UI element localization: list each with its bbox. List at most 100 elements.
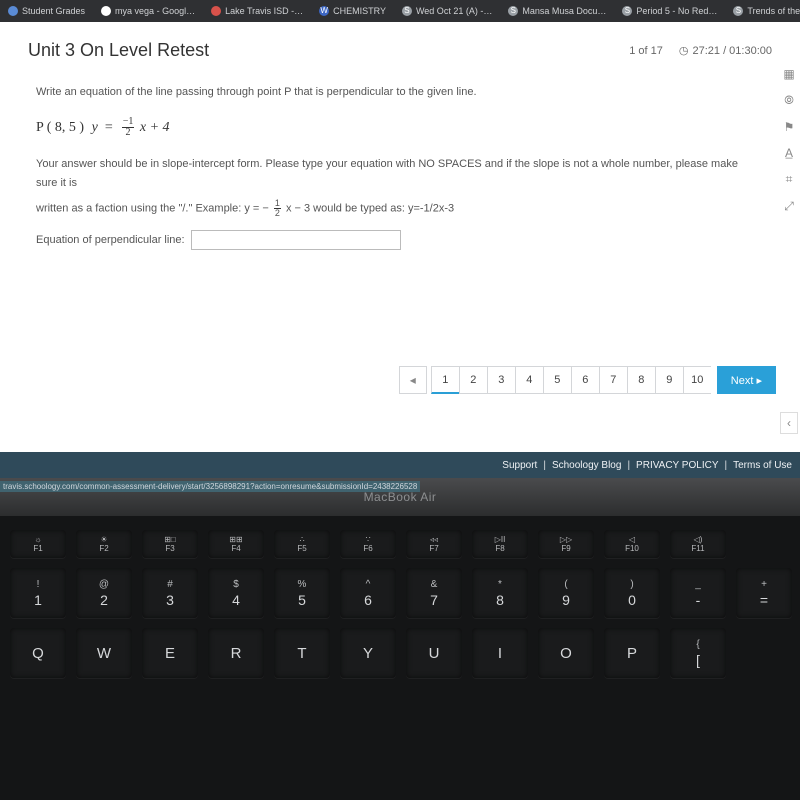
key-letter: U: [406, 628, 462, 678]
key-letter: R: [208, 628, 264, 678]
footer-link[interactable]: PRIVACY POLICY: [636, 460, 718, 471]
keyboard-fn-row: ☼F1☀F2⊞□F3⊞⊞F4∴F5∵F6◃◃F7▷IIF8▷▷F9◁F10◁)F…: [10, 530, 790, 558]
key-fn: ◁F10: [604, 530, 660, 558]
assessment-page: Unit 3 On Level Retest 1 of 17 ◷ 27:21 /…: [0, 22, 800, 452]
favicon-icon: S: [733, 6, 743, 16]
pager-page-button[interactable]: 5: [543, 366, 571, 394]
key-letter: T: [274, 628, 330, 678]
example-fraction: 1 2: [274, 199, 281, 218]
page-footer: travis.schoology.com/common-assessment-d…: [0, 452, 800, 478]
key-number: %5: [274, 568, 330, 618]
pager-page-button[interactable]: 9: [655, 366, 683, 394]
pager: ◂12345678910Next ▸: [399, 366, 776, 394]
tool-icon[interactable]: ▦: [783, 67, 794, 81]
key-number: )0: [604, 568, 660, 618]
instruction-line-2: written as a faction using the "/." Exam…: [36, 199, 752, 218]
key-fn: ▷▷F9: [538, 530, 594, 558]
key-fn: ⊞□F3: [142, 530, 198, 558]
footer-link[interactable]: Support: [502, 460, 537, 471]
answer-row: Equation of perpendicular line:: [36, 230, 752, 250]
key-number: &7: [406, 568, 462, 618]
pager-page-button[interactable]: 7: [599, 366, 627, 394]
browser-tab[interactable]: Lake Travis ISD -…: [207, 6, 307, 16]
eq-rhs: x + 4: [140, 120, 170, 135]
favicon-icon: S: [402, 6, 412, 16]
key-number: +=: [736, 568, 792, 618]
pager-page-button[interactable]: 10: [683, 366, 711, 394]
keyboard-num-row: !1@2#3$4%5^6&7*8(9)0_-+=: [10, 568, 790, 618]
browser-tab[interactable]: Student Grades: [4, 6, 89, 16]
key-fn: ☀F2: [76, 530, 132, 558]
tab-label: Student Grades: [22, 6, 85, 16]
footer-link[interactable]: Terms of Use: [733, 460, 792, 471]
key-number: _-: [670, 568, 726, 618]
header-meta: 1 of 17 ◷ 27:21 / 01:30:00: [629, 44, 772, 57]
eq-equals: =: [105, 120, 113, 135]
browser-tab[interactable]: W CHEMISTRY: [315, 6, 390, 16]
browser-tab[interactable]: S Trends of the Peri…: [729, 6, 800, 16]
key-number: #3: [142, 568, 198, 618]
tool-palette: ▦ ⦾ ⚑ A̲ ⌗ ⤢: [778, 67, 800, 214]
pager-page-button[interactable]: 2: [459, 366, 487, 394]
tool-icon[interactable]: ⦾: [784, 93, 794, 108]
key-letter: Q: [10, 628, 66, 678]
key-number: $4: [208, 568, 264, 618]
browser-tab[interactable]: ≡mya vega - Googl…: [97, 6, 199, 16]
pager-page-button[interactable]: 4: [515, 366, 543, 394]
tab-label: CHEMISTRY: [333, 6, 386, 16]
tab-label: Trends of the Peri…: [747, 6, 800, 16]
key-letter: Y: [340, 628, 396, 678]
slope-fraction: −1 2: [122, 117, 135, 138]
key-number: *8: [472, 568, 528, 618]
tool-icon[interactable]: ⤢: [784, 199, 794, 214]
favicon-icon: [8, 6, 18, 16]
tab-label: mya vega - Googl…: [115, 6, 195, 16]
instruction-line-1: Your answer should be in slope-intercept…: [36, 155, 752, 192]
answer-label: Equation of perpendicular line:: [36, 231, 185, 250]
key-fn: ∵F6: [340, 530, 396, 558]
key-number: ^6: [340, 568, 396, 618]
key-fn: ∴F5: [274, 530, 330, 558]
pager-page-button[interactable]: 6: [571, 366, 599, 394]
key-letter: E: [142, 628, 198, 678]
key-number: !1: [10, 568, 66, 618]
key-fn: ◃◃F7: [406, 530, 462, 558]
footer-link[interactable]: Schoology Blog: [552, 460, 622, 471]
given-equation: P ( 8, 5 ) y = −1 2 x + 4: [36, 116, 752, 140]
key-number: @2: [76, 568, 132, 618]
pager-page-button[interactable]: 1: [431, 366, 459, 394]
key-letter: I: [472, 628, 528, 678]
key-bracket: {[: [670, 628, 726, 678]
status-url: travis.schoology.com/common-assessment-d…: [0, 481, 420, 492]
keyboard: ☼F1☀F2⊞□F3⊞⊞F4∴F5∵F6◃◃F7▷IIF8▷▷F9◁F10◁)F…: [0, 516, 800, 800]
tab-label: Period 5 - No Red…: [636, 6, 717, 16]
key-number: (9: [538, 568, 594, 618]
browser-tabbar: Student Grades ≡mya vega - Googl… Lake Tra…: [0, 0, 800, 22]
pager-page-button[interactable]: 3: [487, 366, 515, 394]
key-fn: ◁)F11: [670, 530, 726, 558]
key-letter: O: [538, 628, 594, 678]
tool-icon[interactable]: ⌗: [786, 172, 793, 187]
browser-tab[interactable]: S Mansa Musa Docu…: [504, 6, 610, 16]
browser-tab[interactable]: S Period 5 - No Red…: [618, 6, 721, 16]
tool-icon[interactable]: ⚑: [784, 120, 795, 134]
favicon-icon: [211, 6, 221, 16]
favicon-icon: S: [508, 6, 518, 16]
pager-page-button[interactable]: 8: [627, 366, 655, 394]
key-letter: P: [604, 628, 660, 678]
browser-tab[interactable]: S Wed Oct 21 (A) -…: [398, 6, 496, 16]
tab-label: Mansa Musa Docu…: [522, 6, 606, 16]
favicon-icon: W: [319, 6, 329, 16]
answer-input[interactable]: [191, 230, 401, 250]
pager-next-button[interactable]: Next ▸: [717, 366, 776, 394]
keyboard-alpha-row: QWERTYUIOP{[: [10, 628, 790, 678]
tab-label: Wed Oct 21 (A) -…: [416, 6, 492, 16]
key-fn: ☼F1: [10, 530, 66, 558]
tool-icon[interactable]: A̲: [785, 146, 793, 160]
key-fn: ⊞⊞F4: [208, 530, 264, 558]
tab-label: Lake Travis ISD -…: [225, 6, 303, 16]
favicon-icon: S: [622, 6, 632, 16]
pager-prev-button[interactable]: ◂: [399, 366, 427, 394]
collapse-chevron-icon[interactable]: ‹: [780, 412, 798, 434]
assessment-header: Unit 3 On Level Retest 1 of 17 ◷ 27:21 /…: [0, 22, 800, 67]
